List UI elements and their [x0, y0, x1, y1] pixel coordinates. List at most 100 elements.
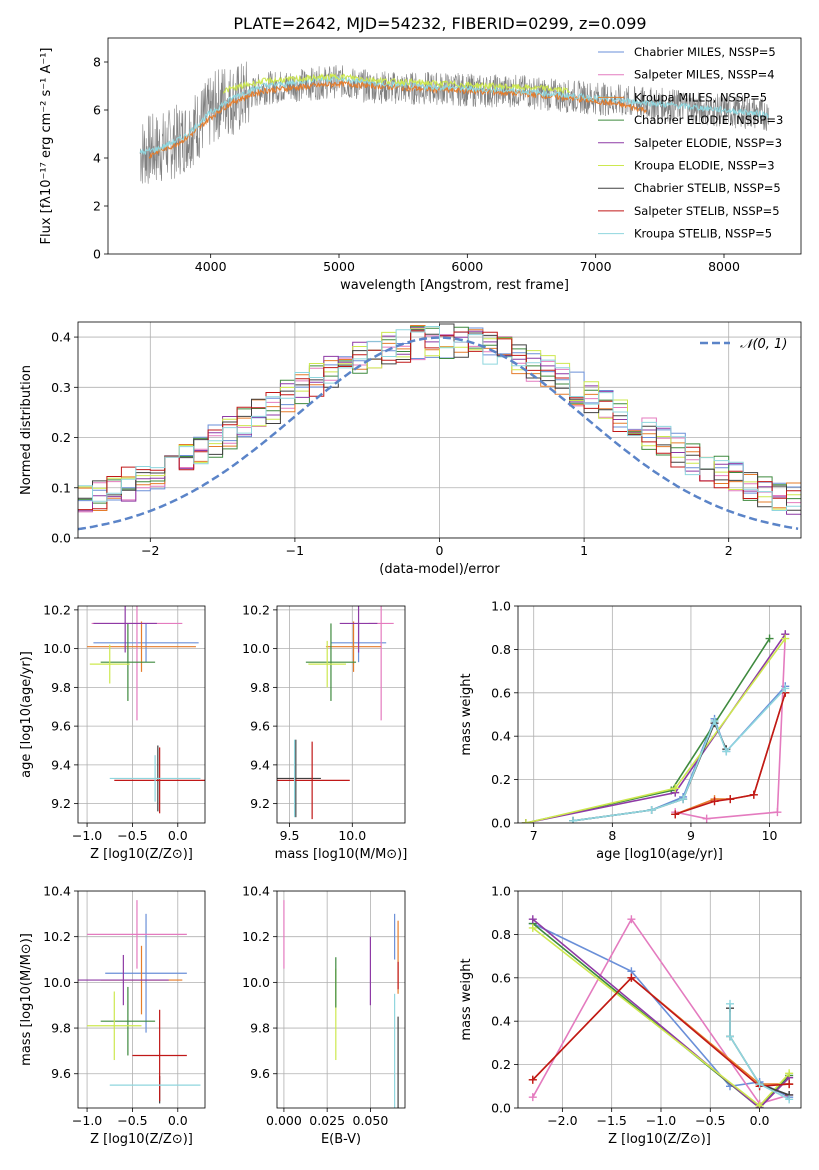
mass-weight-vs-z-plot-area [518, 891, 801, 1108]
residuals-panel: −2 −1 0 1 2 0.0 0.1 0.2 0.3 0.4 (data-model)/error… [19, 321, 802, 577]
legend-entry: Salpeter STELIB, NSSP=5 [634, 204, 780, 218]
mass-vs-ebv-frame [276, 890, 406, 1109]
residuals-ylabel: Normed distribution [19, 365, 34, 495]
residuals-plot-area [78, 322, 801, 538]
y-tick-label: 0.0 [51, 531, 71, 546]
spectrum-line [223, 72, 570, 95]
mass-weight-marker [528, 915, 537, 924]
y-tick-label: 0.6 [491, 970, 511, 985]
legend-entry: 𝒩(0, 1) [740, 337, 787, 352]
mass-weight-marker [671, 784, 680, 793]
y-tick-label: 0.2 [491, 1057, 511, 1072]
mass-weight-line [532, 918, 790, 1108]
y-tick-label: 0.6 [491, 685, 511, 700]
mass-weight-vs-z-frame [517, 890, 802, 1109]
y-tick-label: 0.4 [51, 330, 71, 345]
y-tick-label: 0.0 [491, 816, 511, 831]
x-tick-label: 7000 [580, 259, 612, 274]
y-tick-label: 9.6 [51, 719, 71, 734]
mass-weight-vs-age-xlabel: age [log10(age/yr)] [596, 847, 723, 862]
spectrum-panel: 4000 5000 6000 7000 8000 0 2 4 6 8 wavelength [Ang… [39, 37, 802, 293]
x-tick-label: 5000 [323, 259, 355, 274]
residuals-xlabel: (data-model)/error [379, 562, 500, 577]
mass-weight-marker [785, 1069, 794, 1078]
age-vs-mass-frame [276, 605, 406, 824]
x-tick-label: 1 [580, 543, 588, 558]
x-tick-label: −1.0 [646, 1113, 676, 1128]
legend-entry: Salpeter MILES, NSSP=4 [634, 68, 775, 82]
mass-weight-marker [627, 973, 636, 982]
mass-weight-marker [679, 795, 688, 804]
x-tick-label: 0 [436, 543, 444, 558]
mass-weight-vs-age-panel: 7 8 9 10 0.0 0.2 0.4 0.6 0.8 1.0 age [log10(age/yr… [459, 599, 802, 862]
legend-entry: Chabrier MILES, NSSP=5 [634, 45, 776, 59]
mass-vs-ebv-xlabel: E(B-V) [321, 1132, 361, 1147]
y-tick-label: 10.0 [43, 975, 71, 990]
x-tick-label: −0.5 [117, 828, 147, 843]
mass-weight-marker [528, 1093, 537, 1102]
age-vs-mass-plot-area [277, 606, 405, 823]
y-tick-label: 1.0 [491, 599, 511, 614]
x-tick-label: 9.5 [280, 828, 300, 843]
mass-weight-marker [528, 923, 537, 932]
mass-vs-ebv-panel: 0.000 0.025 0.050 9.6 9.8 10.0 10.2 10.4 E(B-V) [242, 884, 406, 1147]
x-tick-label: −2 [141, 543, 159, 558]
legend-entry: Chabrier ELODIE, NSSP=3 [634, 113, 783, 127]
y-tick-label: 10.2 [43, 602, 71, 617]
x-tick-label: 10.0 [338, 828, 366, 843]
x-tick-label: 2 [725, 543, 733, 558]
x-tick-label: 0.000 [266, 1113, 302, 1128]
age-vs-z-frame [77, 605, 206, 824]
mass-weight-marker [647, 805, 656, 814]
mass-weight-line [572, 687, 786, 822]
mass-weight-marker [785, 1095, 794, 1104]
y-tick-label: 9.8 [250, 1021, 270, 1036]
y-tick-label: 0.8 [491, 642, 511, 657]
legend-entry: Kroupa ELODIE, NSSP=3 [634, 159, 775, 173]
x-tick-label: 8000 [708, 259, 740, 274]
spectrum-ylabel: Flux [fλ10⁻¹⁷ erg cm⁻² s⁻¹ A⁻¹] [39, 48, 54, 245]
mass-weight-line [729, 1003, 790, 1101]
mass-weight-vs-z-panel: −2.0 −1.5 −1.0 −0.5 0.0 0.0 0.2 0.4 0.6 0.8 1.0 Z [… [459, 884, 802, 1147]
y-tick-label: 8 [93, 55, 101, 70]
normal-curve [78, 336, 799, 531]
y-tick-label: 1.0 [491, 884, 511, 899]
x-tick-label: 4000 [195, 259, 227, 274]
y-tick-label: 9.2 [250, 796, 270, 811]
mass-weight-marker [726, 1032, 735, 1041]
y-tick-label: 9.6 [51, 1066, 71, 1081]
mass-weight-marker [749, 790, 758, 799]
residuals-frame [77, 321, 802, 539]
y-tick-label: 10.2 [242, 602, 270, 617]
age-vs-z-xlabel: Z [log10(Z/Z⊙)] [90, 847, 193, 862]
mass-weight-marker [755, 1101, 764, 1108]
y-tick-label: 9.2 [51, 796, 71, 811]
figure-title: PLATE=2642, MJD=54232, FIBERID=0299, z=0… [233, 14, 646, 33]
x-tick-label: 0.0 [750, 1113, 770, 1128]
x-tick-label: −1.0 [72, 828, 102, 843]
y-tick-label: 0.8 [491, 927, 511, 942]
x-tick-label: 10 [762, 828, 778, 843]
y-tick-label: 0 [93, 247, 101, 262]
mass-weight-marker [702, 814, 711, 823]
age-vs-mass-panel: 9.5 10.0 9.2 9.4 9.6 9.8 10.0 10.2 mass [log10(M… [242, 602, 407, 862]
spectrum-line [139, 74, 769, 156]
mass-weight-line [532, 922, 790, 1108]
mass-vs-z-plot-area [78, 891, 205, 1108]
y-tick-label: 0.3 [51, 380, 71, 395]
y-tick-label: 10.4 [43, 884, 71, 899]
mass-weight-line [532, 917, 790, 1105]
legend-entry: Chabrier STELIB, NSSP=5 [634, 181, 781, 195]
x-tick-label: 8 [608, 828, 616, 843]
mass-vs-z-xlabel: Z [log10(Z/Z⊙)] [90, 1132, 193, 1147]
y-tick-label: 10.2 [242, 929, 270, 944]
legend-entry: Salpeter ELODIE, NSSP=3 [634, 136, 782, 150]
x-tick-label: −1.0 [72, 1113, 102, 1128]
mass-weight-marker [726, 795, 735, 804]
y-tick-label: 6 [93, 103, 101, 118]
y-tick-label: 0.2 [491, 772, 511, 787]
mass-weight-marker [722, 747, 731, 756]
mass-vs-ebv-plot-area [277, 891, 405, 1108]
y-tick-label: 0.4 [491, 729, 511, 744]
y-tick-label: 10.0 [43, 641, 71, 656]
